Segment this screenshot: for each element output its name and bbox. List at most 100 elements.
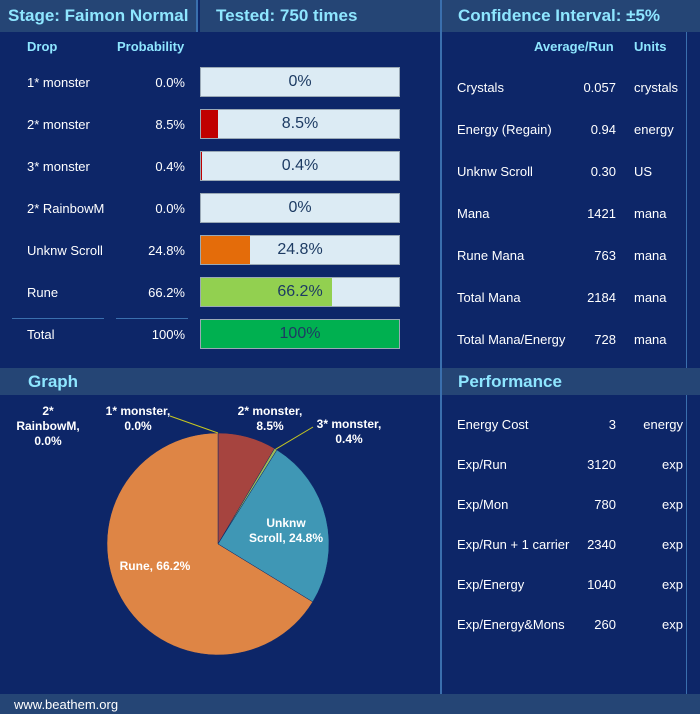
drop-column-header: Drop (27, 39, 58, 54)
drop-label: Rune (27, 285, 59, 300)
header-stage: Stage: Faimon Normal (0, 0, 198, 32)
units-column-header: Units (634, 39, 667, 54)
header-confidence: Confidence Interval: ±5% (442, 0, 700, 32)
average-label: Mana (457, 206, 490, 221)
average-value: 2184 (587, 290, 616, 305)
total-label: Total (27, 327, 55, 342)
average-column-header: Average/Run (534, 39, 614, 54)
total-prob: 100% (151, 327, 185, 342)
drop-label: Unknw Scroll (27, 243, 103, 258)
drop-probability: 0.0% (155, 201, 185, 216)
total-divider-right (116, 318, 188, 319)
drop-bar-fill (201, 152, 202, 180)
average-value: 763 (594, 248, 616, 263)
performance-value: 3120 (587, 457, 616, 472)
drop-bar-label: 66.2% (277, 283, 323, 300)
performance-unit: exp (662, 617, 683, 632)
performance-unit: exp (662, 577, 683, 592)
pie-label: 2* RainbowM, 0.0% (16, 404, 79, 448)
drop-probability: 0.4% (155, 159, 185, 174)
average-label: Rune Mana (457, 248, 525, 263)
average-unit: energy (634, 122, 674, 137)
performance-label: Exp/Energy&Mons (457, 617, 565, 632)
pie-leader-line (169, 415, 219, 434)
average-label: Total Mana/Energy (457, 332, 566, 347)
performance-value: 1040 (587, 577, 616, 592)
performance-label: Exp/Mon (457, 497, 509, 512)
drop-bar: 66.2% (200, 277, 400, 307)
average-value: 0.30 (590, 164, 616, 179)
pie-label: Unknw Scroll, 24.8% (249, 516, 323, 545)
average-value: 0.057 (583, 80, 616, 95)
average-unit: mana (634, 206, 667, 221)
average-label: Total Mana (457, 290, 521, 305)
performance-label: Exp/Run + 1 carrier (457, 537, 570, 552)
average-label: Unknw Scroll (457, 164, 533, 179)
footer: www.beathem.org (0, 694, 700, 714)
performance-unit: energy (643, 417, 683, 432)
drop-bar-fill (201, 278, 333, 306)
average-value: 0.94 (590, 122, 616, 137)
drop-probability: 24.8% (148, 243, 185, 258)
drop-bar-label: 0% (288, 199, 312, 216)
drop-probability: 8.5% (155, 117, 185, 132)
pie-slice (106, 432, 314, 656)
performance-value: 2340 (587, 537, 616, 552)
average-label: Crystals (457, 80, 504, 95)
performance-header: Performance (442, 368, 700, 395)
drop-label: 1* monster (27, 75, 90, 90)
drop-bar-label: 8.5% (281, 115, 319, 132)
total-bar: 100% (200, 319, 400, 349)
performance-unit: exp (662, 457, 683, 472)
total-bar-fill (201, 320, 399, 348)
drop-label: 2* monster (27, 117, 90, 132)
drop-label: 3* monster (27, 159, 90, 174)
performance-value: 260 (594, 617, 616, 632)
drop-bar: 24.8% (200, 235, 400, 265)
performance-unit: exp (662, 537, 683, 552)
average-unit: mana (634, 332, 667, 347)
main-divider (440, 0, 442, 694)
pie-label: 1* monster, 0.0% (106, 404, 171, 433)
stage-title: Stage: Faimon Normal (8, 6, 189, 25)
performance-label: Exp/Run (457, 457, 507, 472)
graph-title: Graph (28, 371, 79, 391)
drop-bar-label: 0.4% (281, 157, 319, 174)
performance-unit: exp (662, 497, 683, 512)
pie-label: 3* monster, 0.4% (317, 417, 382, 446)
pie-chart: 1* monster, 0.0% 2* monster, 8.5% 3* monster… (16, 404, 382, 656)
average-unit: mana (634, 248, 667, 263)
drop-probability: 0.0% (155, 75, 185, 90)
performance-value: 780 (594, 497, 616, 512)
drop-bar: 0% (200, 67, 400, 97)
pie-label: 2* monster, 8.5% (238, 404, 303, 433)
drop-bar-label: 24.8% (277, 241, 323, 258)
pie-slice (217, 449, 330, 603)
average-value: 1421 (587, 206, 616, 221)
performance-title: Performance (458, 371, 562, 391)
confidence-interval: Confidence Interval: ±5% (458, 6, 661, 25)
pie-label: Rune, 66.2% (120, 559, 191, 573)
total-divider-left (12, 318, 104, 319)
drop-bar-fill (201, 110, 218, 138)
tested-count: Tested: 750 times (216, 6, 358, 25)
average-unit: crystals (634, 80, 679, 95)
drop-bar-label: 0% (288, 73, 312, 90)
drop-probability: 66.2% (148, 285, 185, 300)
drop-bar: 8.5% (200, 109, 400, 139)
performance-label: Exp/Energy (457, 577, 525, 592)
performance-value: 3 (608, 417, 616, 432)
drop-label: 2* RainbowM (27, 201, 105, 216)
pie-leader-line (275, 426, 314, 450)
right-inner-divider (686, 32, 687, 694)
average-value: 728 (594, 332, 616, 347)
graph-header: Graph (0, 368, 440, 395)
footer-site: www.beathem.org (14, 696, 119, 712)
drop-bar: 0.4% (200, 151, 400, 181)
performance-label: Energy Cost (457, 417, 529, 432)
average-unit: mana (634, 290, 667, 305)
drop-bar-fill (201, 236, 251, 264)
average-unit: US (634, 164, 653, 179)
total-bar-label: 100% (279, 325, 321, 342)
probability-column-header: Probability (117, 39, 185, 54)
